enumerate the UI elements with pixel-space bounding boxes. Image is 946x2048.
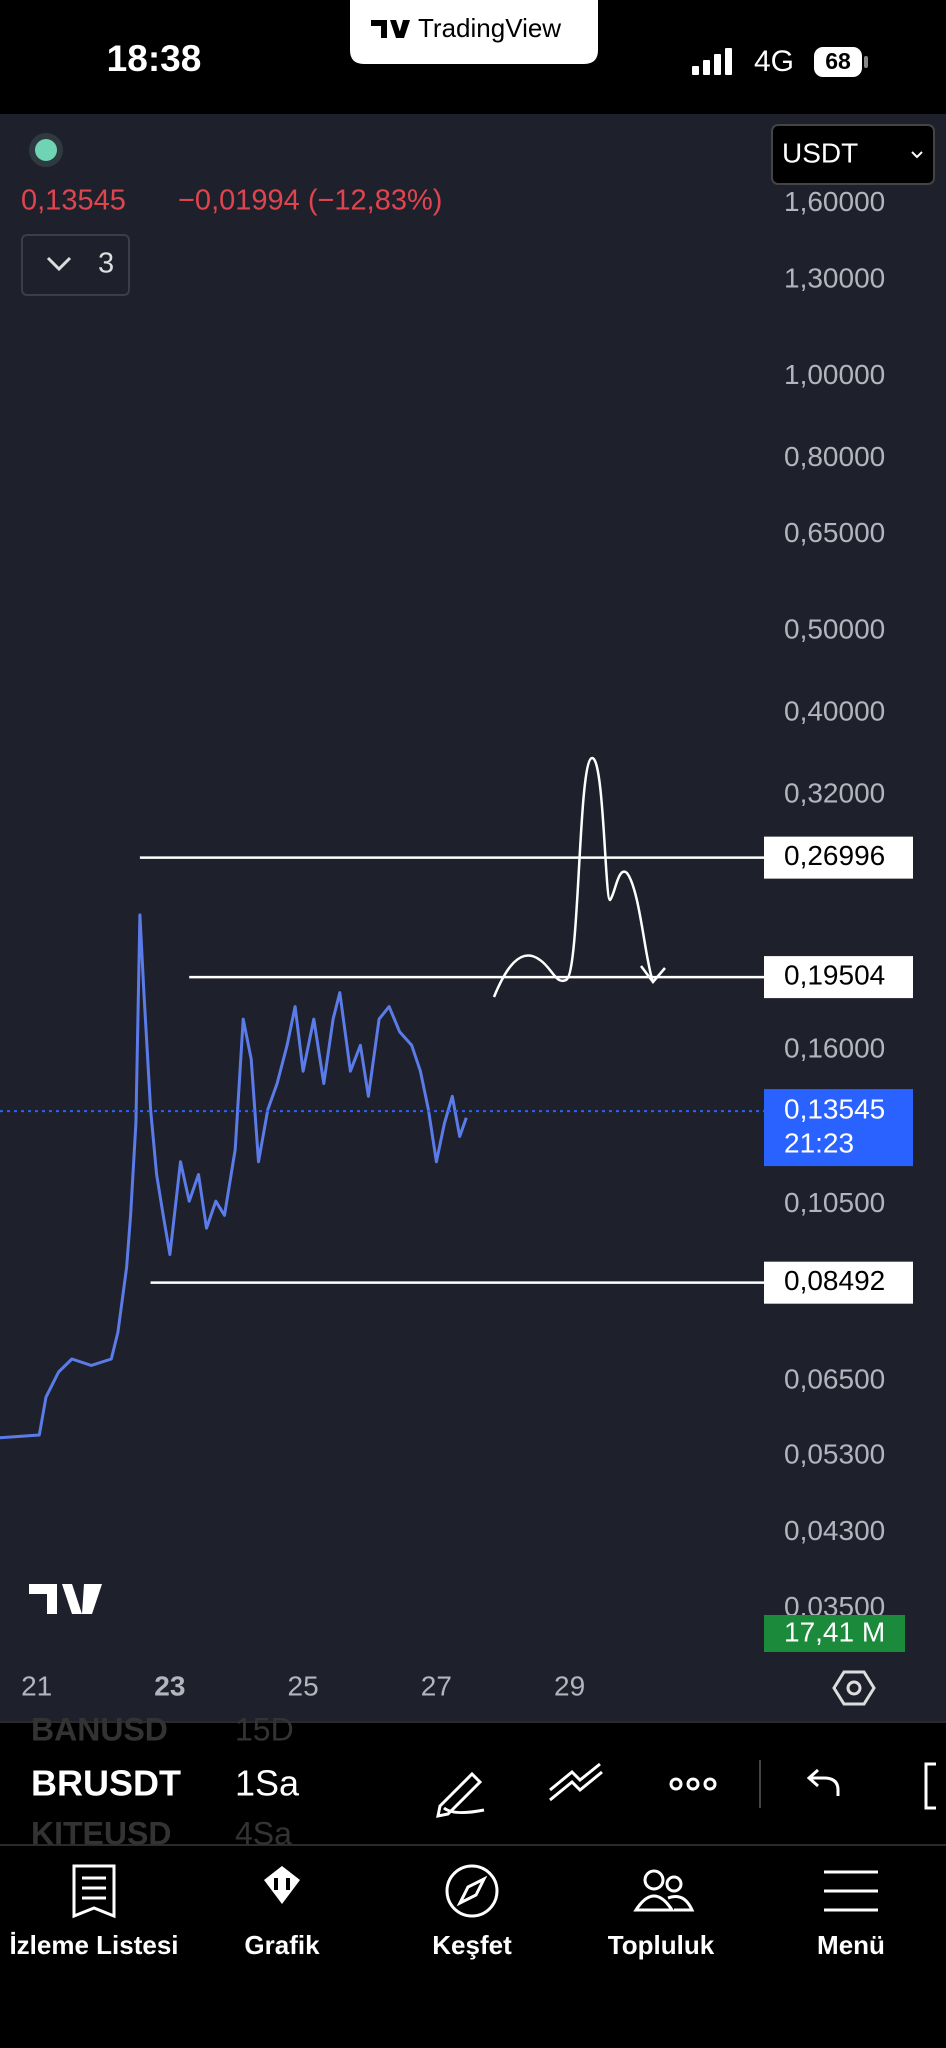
pen-icon[interactable] [436,1771,485,1818]
y-tick-label: 0,05300 [784,1438,885,1469]
level-tag [764,1261,913,1304]
tab-label[interactable]: Grafik [244,1930,320,1960]
toolbar [0,1722,946,1845]
interval[interactable]: 4Sa [235,1815,292,1851]
y-tick-label: 1,60000 [784,186,885,217]
network: 4G [754,45,794,78]
level-tag [764,836,913,879]
level-label: 0,26996 [784,840,885,871]
tab-labels: İzleme Listesi Grafik Keşfet Topluluk Menü [9,1930,884,1960]
menu-icon[interactable] [824,1870,878,1912]
watchlist-icon[interactable] [72,1864,116,1919]
y-tick-label: 0,32000 [784,778,885,809]
y-tick-label: 0,16000 [784,1032,885,1063]
currency-select[interactable] [771,124,935,185]
battery-level: 68 [825,48,851,74]
fullscreen-icon[interactable] [924,1762,936,1810]
community-icon[interactable] [633,1869,695,1912]
last-price-tag [764,1089,913,1167]
x-tick-label: 25 [288,1670,319,1701]
level-label: 0,19504 [784,959,885,990]
y-tick-label: 0,06500 [784,1363,885,1394]
symbol[interactable]: BANUSD [31,1711,168,1747]
x-tick-label: 23 [154,1670,185,1701]
volume-label: 17,41 M [784,1616,885,1647]
chart-icon[interactable] [264,1866,300,1904]
tab-label[interactable]: Menü [817,1930,885,1960]
explore-needle [456,1875,488,1907]
settings-icon-center [846,1680,862,1696]
clock: 18:38 [107,38,202,79]
more-icon[interactable] [669,1777,717,1791]
y-tick-label: 0,80000 [784,441,885,472]
tab-label[interactable]: Topluluk [608,1930,715,1960]
y-tick-label: 0,50000 [784,614,885,645]
y-tick-label: 0,65000 [784,517,885,548]
volume-tag [764,1615,905,1652]
header-change: −0,01994 (−12,83%) [178,185,442,217]
battery-tip [864,56,868,68]
battery [814,47,862,77]
x-tick-label: 29 [554,1670,585,1701]
signal-icon [692,48,732,75]
indicator-count: 3 [98,248,114,280]
interval[interactable]: 15D [235,1711,294,1747]
symbol[interactable]: BRUSDT [31,1763,181,1804]
y-tick-label: 1,30000 [784,262,885,293]
countdown: 21:23 [784,1127,854,1158]
x-tick-label: 21 [21,1670,52,1701]
tab-label[interactable]: İzleme Listesi [9,1930,178,1960]
price-line [0,913,468,1440]
indicator-toggle[interactable] [21,234,130,296]
chart-area [0,114,946,1722]
chevron-icon [46,256,72,272]
plot: 1,60000 1,30000 1,00000 0,80000 0,65000 0,500… [0,186,913,1701]
y-tick-label: 0,04300 [784,1515,885,1546]
level-tag [764,956,913,999]
symbol[interactable]: KITEUSD [31,1815,171,1851]
brand-pill [350,0,598,64]
tab-label[interactable]: Keşfet [432,1930,512,1960]
x-tick-label: 27 [421,1670,452,1701]
status-dot [35,139,57,161]
level-label: 0,08492 [784,1265,885,1296]
tab-bar [0,1845,946,2048]
brand-logo [371,20,410,38]
watermark [29,1584,102,1614]
undo-icon[interactable] [806,1768,840,1796]
select-arrow [911,151,923,159]
y-tick-label: 1,00000 [784,359,885,390]
drawing-arrow [640,965,666,984]
header-price: 0,13545 [21,185,126,217]
y-tick-label: 0,10500 [784,1187,885,1218]
last-price-label: 0,13545 [784,1093,885,1124]
lines-icon[interactable] [549,1762,603,1802]
explore-icon[interactable] [445,1864,499,1918]
currency: USDT [782,137,858,168]
y-tick-label: 0,40000 [784,696,885,727]
drawing [492,756,655,998]
interval[interactable]: 1Sa [235,1763,300,1804]
settings-icon[interactable] [832,1670,876,1706]
brand-name: TradingView [418,13,561,43]
chart-icon-candles [274,1878,290,1890]
